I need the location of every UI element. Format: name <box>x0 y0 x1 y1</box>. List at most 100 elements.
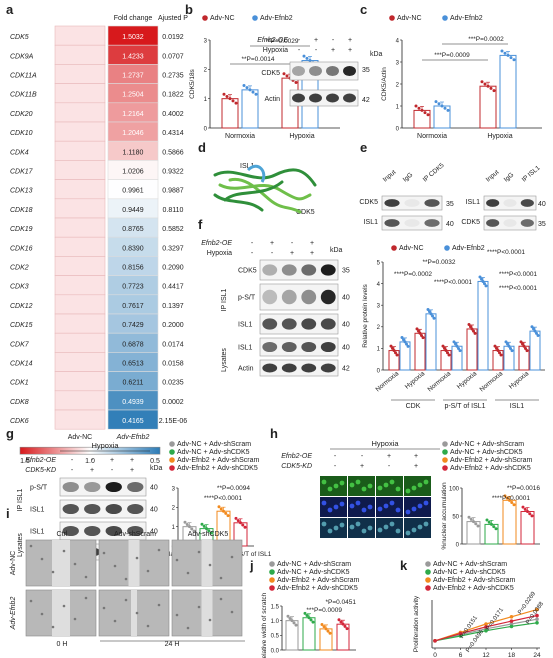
data-point <box>486 84 490 88</box>
data-point <box>420 108 424 112</box>
cell-speck <box>62 549 66 553</box>
data-point <box>494 527 498 531</box>
band-label: Actin <box>238 366 254 373</box>
adjusted-p-value: 0.0235 <box>162 380 184 387</box>
coip-right-isl1-band <box>503 199 517 207</box>
data-point <box>428 310 431 314</box>
band-label: p-S/T <box>30 485 48 492</box>
panel-letter-k: k <box>400 558 408 573</box>
data-point <box>474 522 478 526</box>
coip-row: ISL1 <box>364 219 379 226</box>
heatmap-cell-adv-nc <box>54 390 106 411</box>
data-point <box>526 510 529 514</box>
data-point <box>472 329 475 333</box>
coip-col: Input <box>485 169 501 184</box>
legend-adv-nc: Adv-NC <box>210 15 235 22</box>
nucleus <box>405 530 411 536</box>
data-point <box>406 344 410 348</box>
blot-actin-band <box>343 93 356 103</box>
y-tick-label: 1 <box>377 347 381 353</box>
data-point <box>467 515 471 519</box>
y-tick-label: 1.0 <box>271 619 280 625</box>
data-point <box>402 338 405 342</box>
panel-h-title: Hypoxia <box>371 439 399 448</box>
data-point <box>234 101 238 105</box>
group-normoxia: Normoxia <box>225 133 255 140</box>
row-hypoxia: Hypoxia <box>263 47 288 54</box>
nucleus <box>321 500 327 506</box>
data-point <box>302 54 306 58</box>
cell-speck <box>29 599 33 603</box>
kda: 40 <box>342 322 350 329</box>
data-point <box>234 516 238 520</box>
adjusted-p-value: 0.8110 <box>163 207 184 214</box>
data-point <box>311 620 315 624</box>
data-point <box>426 113 430 117</box>
blot-f-2-band <box>281 318 297 330</box>
data-point <box>236 519 240 523</box>
x-group: Normoxia <box>478 370 504 393</box>
nucleus <box>411 527 417 533</box>
adjusted-p-value: 0.9322 <box>162 168 184 175</box>
panel-letter-f: f <box>198 217 203 232</box>
nucleus <box>327 528 333 534</box>
nucleus <box>361 528 367 534</box>
data-point <box>512 58 516 62</box>
gene-label: CDK1 <box>10 380 29 387</box>
nucleus <box>333 483 339 489</box>
gene-label: CDK17 <box>10 168 34 175</box>
data-point <box>525 349 529 353</box>
data-point <box>225 94 229 98</box>
x-group: Normoxia <box>426 370 452 393</box>
kda-35: 35 <box>362 67 370 74</box>
row-efnb2-oe: Efnb2-OE <box>201 240 232 247</box>
ribbon-isl1 <box>246 164 266 183</box>
row-hypoxia: Hypoxia <box>207 250 232 257</box>
data-point <box>243 525 247 529</box>
cell-speck <box>219 576 223 580</box>
coip-left-isl1-band <box>424 219 440 227</box>
blot-f-3-band <box>301 341 317 353</box>
blot-cdk5-band <box>292 65 305 77</box>
data-point <box>512 503 516 507</box>
sign: + <box>387 453 391 460</box>
blot-g-0-band <box>105 481 122 493</box>
stat-label: ****P<0.0001 <box>434 279 473 286</box>
stat-label: ****P<0.0001 <box>487 249 526 256</box>
kda-42: 42 <box>362 97 370 104</box>
gene-label: CDK5 <box>10 34 29 41</box>
kda-label: kDa <box>330 247 343 254</box>
data-point <box>469 325 472 329</box>
blot-g-2-band <box>62 525 79 537</box>
data-point <box>294 623 298 627</box>
data-point <box>504 340 508 344</box>
kda: 40 <box>150 507 158 514</box>
nucleus <box>417 503 423 509</box>
legend-f-adv-nc: Adv-NC <box>399 245 424 252</box>
data-point <box>452 340 456 344</box>
blot-f-1-band <box>320 289 336 305</box>
series-point <box>484 625 488 629</box>
blot-cdk5-band <box>343 65 356 77</box>
blot-g-2-band <box>105 525 122 537</box>
sign: - <box>315 47 318 54</box>
sign: - <box>111 467 114 474</box>
data-point <box>185 522 189 526</box>
gene-label: CDK3 <box>10 284 29 291</box>
x-category: CDK <box>406 403 421 410</box>
series-point <box>484 622 488 626</box>
band-label: p-S/T <box>238 295 256 302</box>
coip-right-cdk5-band <box>520 219 534 227</box>
heatmap-cell-adv-nc <box>54 294 106 315</box>
blot-f-0-band <box>281 264 297 276</box>
fold-change-header: Fold change <box>114 15 153 22</box>
data-point <box>292 621 296 625</box>
legend-g-2: Adv-Efnb2 + Adv-shScram <box>177 457 259 464</box>
y-tick-label: 2 <box>377 325 381 331</box>
blot-f-2-band <box>262 318 278 330</box>
nucleus <box>333 504 339 510</box>
row-efnb2-oe: Efnb2-OE <box>281 453 312 460</box>
adjusted-p-value: 0.0174 <box>162 341 184 348</box>
nucleus <box>349 503 355 509</box>
